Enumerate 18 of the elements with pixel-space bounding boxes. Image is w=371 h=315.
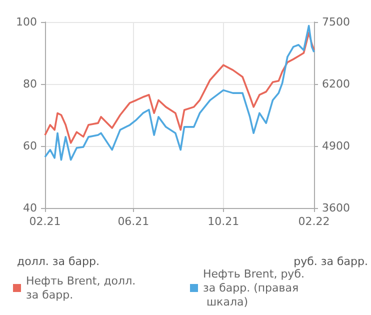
line-series [44,32,315,144]
x-tick-label: 02.21 [29,215,61,228]
x-tick-label: 06.21 [118,215,150,228]
y2-tick-label: 7500 [322,16,350,28]
y-tick-label: 100 [16,16,37,28]
legend-label: Нефть Brent, долл. за барр. [26,274,140,302]
line-series [44,24,315,161]
y2-tick-label: 3600 [322,202,350,214]
x-tick-label: 10.21 [208,215,240,228]
y2-axis-title: руб. за барр. [294,255,368,268]
legend-label: Нефть Brent, руб. за барр. (правая шкала) [203,268,308,308]
y-tick-label: 80 [23,78,37,90]
y2-tick-label: 6200 [322,78,350,90]
y-tick-label: 40 [23,202,37,214]
x-tick-label: 02.22 [298,215,330,228]
y-tick-label: 60 [23,140,37,152]
y-axis-title: долл. за барр. [17,255,100,268]
y2-tick-label: 4900 [322,140,350,152]
